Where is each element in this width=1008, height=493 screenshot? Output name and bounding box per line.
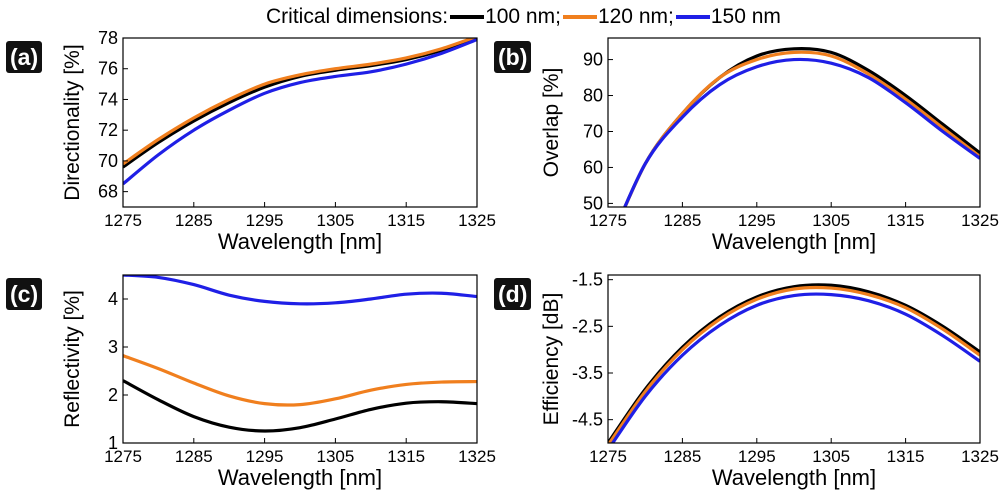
- series-line-b-150nm: [623, 57, 980, 207]
- x-tick-label-d: 1305: [812, 447, 850, 466]
- series-line-a-100nm: [123, 38, 477, 169]
- y-tick-label-c: 4: [108, 289, 118, 309]
- series-group-b: [623, 46, 980, 207]
- panel-tag-c: (c): [6, 278, 43, 310]
- x-tick-label-c: 1325: [458, 447, 496, 466]
- x-tick-label-b: 1325: [961, 211, 999, 230]
- y-tick-label-d: -3.5: [572, 363, 603, 383]
- x-tick-label-d: 1285: [663, 447, 701, 466]
- y-tick-label-a: 74: [98, 89, 118, 109]
- series-line-a-120nm: [123, 38, 477, 166]
- series-group-d: [608, 283, 980, 443]
- y-tick-label-b: 80: [583, 86, 603, 106]
- y-axis-label-c: Reflectivity [%]: [61, 290, 84, 428]
- x-tick-label-a: 1305: [316, 211, 354, 230]
- x-axis-label-a: Wavelength [nm]: [218, 229, 382, 254]
- y-tick-label-a: 70: [98, 151, 118, 171]
- legend-label-120nm: 120 nm;: [597, 5, 674, 28]
- y-tick-label-a: 76: [98, 59, 118, 79]
- series-line-d-100nm: [608, 283, 980, 443]
- x-tick-label-a: 1295: [246, 211, 284, 230]
- x-tick-label-a: 1285: [175, 211, 213, 230]
- series-line-c-100nm: [123, 379, 477, 433]
- legend-swatch-100nm: [450, 15, 485, 19]
- y-tick-label-b: 50: [583, 193, 603, 213]
- y-tick-label-d: -2.5: [572, 316, 603, 336]
- x-tick-label-a: 1315: [387, 211, 425, 230]
- axes-frame-d: [607, 274, 981, 444]
- panel-tag-b: (b): [494, 41, 532, 73]
- series-group-c: [123, 275, 477, 433]
- x-axis-label-b: Wavelength [nm]: [712, 229, 876, 254]
- series-line-d-120nm: [608, 285, 980, 443]
- x-tick-label-c: 1295: [246, 447, 284, 466]
- x-tick-label-a: 1325: [458, 211, 496, 230]
- y-tick-label-b: 60: [583, 157, 603, 177]
- series-line-c-120nm: [123, 354, 477, 407]
- y-tick-label-c: 2: [108, 385, 118, 405]
- panel-a: 1275 1285 1295 1305 1315 1325 68 70 72 74 76 78 Wave…: [61, 28, 496, 254]
- legend-swatch-120nm: [562, 15, 597, 19]
- axes-frame-a: [122, 37, 478, 208]
- legend-label-150nm: 150 nm: [710, 5, 781, 28]
- series-group-a: [123, 38, 477, 186]
- legend-label-100nm: 100 nm;: [485, 5, 561, 28]
- y-tick-label-b: 90: [583, 50, 603, 70]
- y-tick-label-d: -1.5: [572, 270, 603, 290]
- panel-c: 1275 1285 1295 1305 1315 1325 1 2 3 4 Wavelength […: [61, 274, 496, 490]
- legend-title: Critical dimensions:: [266, 5, 449, 28]
- y-tick-label-a: 78: [98, 28, 118, 48]
- x-tick-label-d: 1275: [589, 447, 627, 466]
- series-line-c-150nm: [123, 275, 477, 306]
- panel-tag-d: (d): [494, 278, 532, 310]
- x-tick-label-b: 1315: [887, 211, 925, 230]
- x-tick-label-b: 1285: [663, 211, 701, 230]
- panel-b: 1275 1285 1295 1305 1315 1325 50 60 70 80 90 Wavele…: [540, 37, 999, 254]
- x-tick-label-c: 1275: [104, 447, 142, 466]
- y-axis-label-d: Efficiency [dB]: [540, 293, 563, 426]
- y-tick-label-d: -4.5: [572, 410, 603, 430]
- x-tick-label-d: 1325: [961, 447, 999, 466]
- y-tick-label-a: 72: [98, 120, 118, 140]
- panel-d: 1275 1285 1295 1305 1315 1325 -1.5 -2.5 -3.5 -4.5…: [540, 270, 999, 490]
- series-line-d-150nm: [610, 292, 980, 443]
- y-axis-label-b: Overlap [%]: [540, 68, 563, 178]
- x-tick-label-b: 1305: [812, 211, 850, 230]
- y-tick-label-c: 1: [108, 433, 118, 453]
- x-tick-label-c: 1285: [175, 447, 213, 466]
- x-axis-label-d: Wavelength [nm]: [712, 465, 876, 490]
- axes-frame-c: [122, 274, 478, 444]
- y-tick-label-c: 3: [108, 337, 118, 357]
- y-tick-label-a: 68: [98, 182, 118, 202]
- x-axis-label-c: Wavelength [nm]: [218, 465, 382, 490]
- legend-swatch-150nm: [675, 15, 710, 19]
- x-tick-label-b: 1275: [589, 211, 627, 230]
- x-tick-label-b: 1295: [738, 211, 776, 230]
- x-tick-label-d: 1295: [738, 447, 776, 466]
- panel-tag-a: (a): [6, 41, 43, 73]
- y-tick-label-b: 70: [583, 121, 603, 141]
- x-tick-label-c: 1305: [316, 447, 354, 466]
- x-tick-label-c: 1315: [387, 447, 425, 466]
- x-tick-label-a: 1275: [104, 211, 142, 230]
- x-tick-label-d: 1315: [887, 447, 925, 466]
- axes-frame-b: [607, 37, 981, 208]
- legend: Critical dimensions: 100 nm; 120 nm; 150…: [266, 2, 781, 32]
- y-axis-label-a: Directionality [%]: [61, 44, 84, 200]
- series-line-a-150nm: [123, 38, 477, 186]
